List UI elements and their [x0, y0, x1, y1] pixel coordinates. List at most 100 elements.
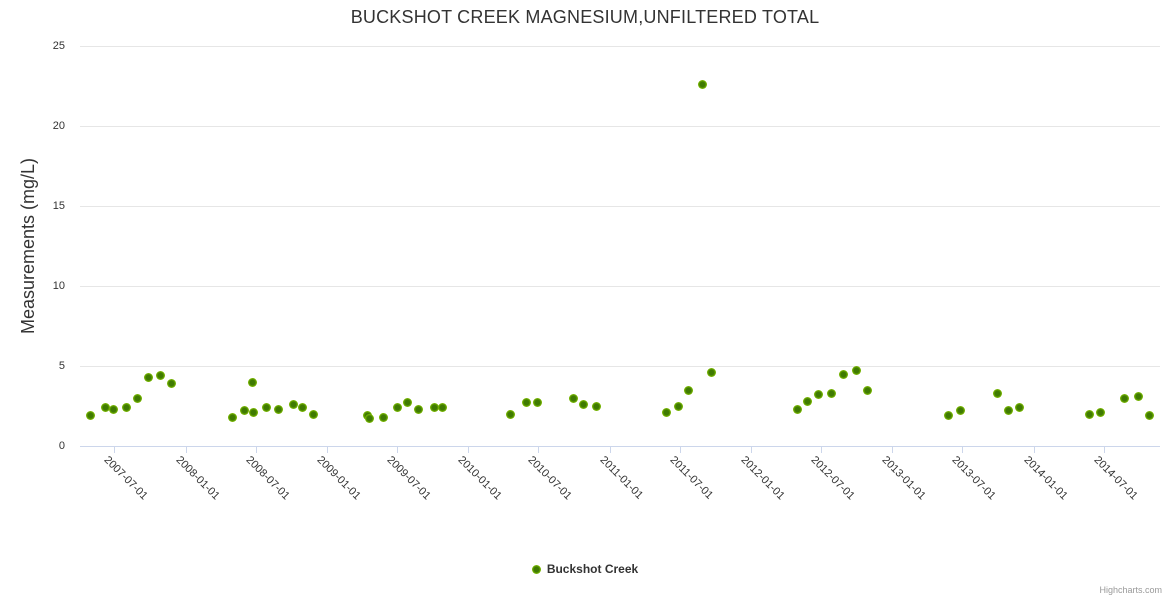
x-tick-label: 2013-01-01: [879, 454, 929, 503]
data-point[interactable]: [101, 403, 111, 413]
data-point[interactable]: [522, 398, 532, 408]
x-tick-mark: [327, 447, 328, 453]
x-tick-mark: [114, 447, 115, 453]
data-point[interactable]: [378, 412, 388, 422]
gridline: [80, 206, 1160, 207]
data-point[interactable]: [569, 393, 579, 403]
data-point[interactable]: [852, 366, 862, 376]
x-tick-mark: [962, 447, 963, 453]
x-tick-label: 2009-07-01: [384, 454, 433, 503]
x-tick-mark: [610, 447, 611, 453]
x-tick-mark: [538, 447, 539, 453]
x-tick-label: 2010-01-01: [455, 454, 505, 503]
y-axis-title: Measurements (mg/L): [18, 157, 38, 335]
data-point[interactable]: [955, 406, 965, 416]
data-point[interactable]: [289, 399, 299, 409]
data-point[interactable]: [578, 399, 588, 409]
data-point[interactable]: [143, 372, 153, 382]
x-tick-mark: [1034, 447, 1035, 453]
data-point[interactable]: [673, 401, 683, 411]
data-point[interactable]: [365, 414, 375, 424]
x-tick-label: 2011-07-01: [667, 454, 715, 502]
x-axis-line: [80, 446, 1160, 447]
x-tick-label: 2008-01-01: [173, 454, 222, 503]
data-point[interactable]: [838, 369, 848, 379]
x-tick-mark: [821, 447, 822, 453]
data-point[interactable]: [121, 403, 131, 413]
y-tick-label: 20: [52, 120, 65, 132]
x-tick-label: 2007-07-01: [101, 454, 151, 503]
chart-title: BUCKSHOT CREEK MAGNESIUM,UNFILTERED TOTA…: [350, 7, 820, 27]
data-point[interactable]: [132, 393, 142, 403]
data-point[interactable]: [403, 398, 413, 408]
gridline: [80, 46, 1160, 47]
x-tick-label: 2010-07-01: [525, 454, 575, 503]
data-point[interactable]: [505, 409, 515, 419]
data-point[interactable]: [706, 367, 716, 377]
legend-marker-icon: [531, 564, 541, 574]
data-point[interactable]: [273, 404, 283, 414]
data-point[interactable]: [155, 371, 165, 381]
data-point[interactable]: [661, 407, 671, 417]
data-point[interactable]: [944, 411, 954, 421]
legend-series-label: Buckshot Creek: [546, 562, 639, 576]
data-point[interactable]: [413, 404, 423, 414]
y-tick-label: 10: [52, 280, 65, 292]
data-point[interactable]: [684, 385, 694, 395]
data-point[interactable]: [1095, 407, 1105, 417]
x-tick-label: 2012-07-01: [808, 454, 857, 503]
y-tick-label: 15: [52, 200, 65, 212]
data-point[interactable]: [262, 403, 272, 413]
data-point[interactable]: [697, 79, 707, 89]
data-point[interactable]: [167, 379, 177, 389]
data-point[interactable]: [308, 409, 318, 419]
data-point[interactable]: [993, 388, 1003, 398]
highcharts-credit[interactable]: Highcharts.com: [1099, 585, 1162, 595]
gridline: [80, 286, 1160, 287]
x-tick-mark: [186, 447, 187, 453]
data-point[interactable]: [792, 404, 802, 414]
data-point[interactable]: [1004, 406, 1014, 416]
y-tick-label: 5: [58, 360, 65, 372]
data-point[interactable]: [297, 403, 307, 413]
x-tick-label: 2013-07-01: [949, 454, 999, 503]
x-tick-mark: [256, 447, 257, 453]
data-point[interactable]: [592, 401, 602, 411]
y-tick-label: 25: [52, 40, 65, 52]
x-tick-label: 2014-01-01: [1021, 454, 1070, 503]
data-point[interactable]: [1120, 393, 1130, 403]
data-point[interactable]: [814, 390, 824, 400]
data-point[interactable]: [1144, 411, 1154, 421]
data-point[interactable]: [803, 396, 813, 406]
x-tick-label: 2009-01-01: [314, 454, 363, 503]
x-tick-mark: [751, 447, 752, 453]
data-point[interactable]: [1133, 391, 1143, 401]
x-tick-mark: [468, 447, 469, 453]
x-tick-label: 2008-07-01: [243, 454, 292, 503]
data-point[interactable]: [863, 385, 873, 395]
legend[interactable]: Buckshot Creek: [0, 562, 1170, 576]
data-point[interactable]: [1015, 403, 1025, 413]
x-tick-label: 2014-07-01: [1091, 454, 1140, 503]
y-tick-label: 0: [58, 440, 65, 452]
data-point[interactable]: [108, 404, 118, 414]
data-point[interactable]: [240, 406, 250, 416]
data-point[interactable]: [1085, 409, 1095, 419]
data-point[interactable]: [437, 403, 447, 413]
data-point[interactable]: [532, 398, 542, 408]
gridline: [80, 126, 1160, 127]
x-tick-mark: [1104, 447, 1105, 453]
data-point[interactable]: [86, 411, 96, 421]
data-point[interactable]: [227, 412, 237, 422]
x-tick-label: 2012-01-01: [738, 454, 787, 503]
data-point[interactable]: [392, 403, 402, 413]
data-point[interactable]: [430, 403, 440, 413]
data-point[interactable]: [248, 377, 258, 387]
data-point[interactable]: [248, 407, 258, 417]
x-tick-label: 2011-01-01: [597, 454, 645, 502]
data-point[interactable]: [826, 388, 836, 398]
x-tick-mark: [397, 447, 398, 453]
x-tick-mark: [892, 447, 893, 453]
gridline: [80, 366, 1160, 367]
